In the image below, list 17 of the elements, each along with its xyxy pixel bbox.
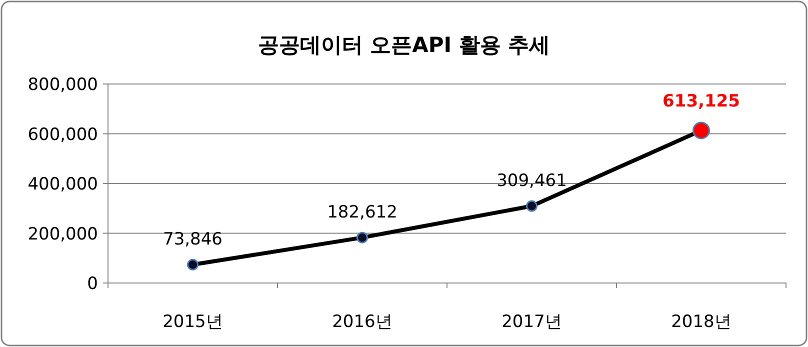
data-label: 613,125 xyxy=(662,91,740,112)
x-tick-label: 2015년 xyxy=(162,312,223,332)
y-tick-label: 0 xyxy=(87,274,98,294)
y-tick-label: 400,000 xyxy=(28,174,98,194)
x-tick-label: 2018년 xyxy=(671,312,732,332)
y-tick-label: 800,000 xyxy=(28,75,98,95)
x-tick-label: 2016년 xyxy=(332,312,392,332)
x-tick-label: 2017년 xyxy=(502,312,562,332)
point xyxy=(526,200,538,212)
point xyxy=(187,258,198,270)
y-tick-label: 600,000 xyxy=(28,124,98,145)
y-tick-label: 200,000 xyxy=(28,224,98,244)
data-label: 182,612 xyxy=(327,202,398,223)
point xyxy=(356,232,368,244)
data-label: 73,846 xyxy=(163,230,222,250)
chart-title: 공공데이터 오픈API 활용 추세 xyxy=(258,33,550,57)
data-label: 309,461 xyxy=(496,171,567,192)
